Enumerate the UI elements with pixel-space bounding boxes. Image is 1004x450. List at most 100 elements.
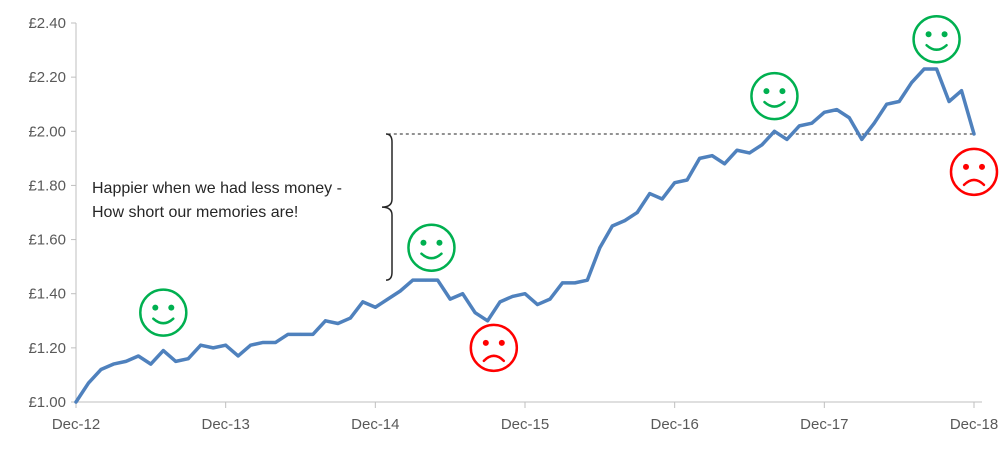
face-mouth (482, 354, 506, 363)
data-point (935, 67, 939, 71)
face-outline (407, 223, 456, 272)
face-mouth (152, 317, 175, 325)
face-mouth (925, 43, 948, 51)
face-mouth (962, 178, 986, 187)
data-point (373, 305, 377, 309)
data-point (74, 400, 78, 404)
face-eye (482, 339, 489, 346)
y-tick-label: £2.40 (28, 15, 66, 32)
data-point (785, 137, 789, 141)
y-tick-label: £1.80 (28, 177, 66, 194)
data-point (885, 102, 889, 106)
data-point (860, 137, 864, 141)
annotation-group: Happier when we had less money - How shor… (92, 133, 393, 281)
annotation-text-line: Happier when we had less money - (92, 180, 342, 197)
data-point (548, 297, 552, 301)
data-point (610, 224, 614, 228)
data-point (174, 359, 178, 363)
data-point (797, 124, 801, 128)
face-eye (963, 163, 969, 170)
data-point (523, 292, 527, 296)
x-tick-label: Dec-12 (52, 416, 100, 433)
data-point (922, 67, 926, 71)
face-outline (139, 288, 188, 337)
y-tick-label: £2.20 (28, 69, 66, 86)
face-mouth (763, 100, 786, 108)
data-point (398, 289, 402, 293)
face-eye (941, 31, 948, 38)
data-point (585, 278, 589, 282)
data-point (635, 211, 639, 214)
data-point (598, 246, 602, 250)
x-tick-label: Dec-14 (351, 416, 399, 433)
face-eye (152, 304, 159, 311)
data-point (99, 368, 103, 372)
data-point (461, 292, 465, 296)
data-point (311, 332, 315, 336)
y-tick-label: £2.00 (28, 123, 66, 140)
data-point (710, 154, 714, 158)
happy-face-icon (139, 288, 188, 337)
data-point (560, 281, 564, 285)
data-point (910, 81, 914, 85)
data-point (236, 354, 240, 358)
data-point (124, 359, 128, 363)
x-tick-label: Dec-15 (501, 416, 549, 433)
sad-face-icon (469, 323, 519, 373)
data-point (261, 340, 265, 344)
data-point (872, 121, 876, 125)
data-point (511, 294, 515, 298)
data-point (336, 321, 340, 325)
data-point (274, 340, 278, 344)
data-point (386, 297, 390, 301)
face-icons (139, 14, 999, 373)
data-point (735, 148, 739, 152)
x-tick-label: Dec-13 (201, 416, 249, 433)
face-eye (979, 163, 985, 170)
data-point (161, 349, 165, 353)
data-point (660, 197, 664, 201)
face-outline (949, 147, 999, 197)
data-point (411, 278, 415, 282)
data-point (111, 362, 115, 366)
data-point (436, 278, 440, 282)
face-eye (436, 239, 443, 246)
face-outline (912, 14, 961, 64)
data-point (249, 343, 253, 347)
y-tick-label: £1.40 (28, 286, 66, 303)
chart-tick-labels: £1.00 £1.20 £1.40 £1.60 £1.80 £2.00 £2.20 £2.40… (28, 15, 998, 433)
data-point (361, 300, 365, 304)
data-point (822, 110, 826, 114)
data-point (723, 162, 727, 166)
face-eye (498, 339, 505, 346)
data-point (473, 311, 477, 315)
data-point (673, 181, 677, 185)
face-eye (925, 31, 932, 38)
data-point (211, 346, 215, 350)
x-tick-label: Dec-16 (650, 416, 698, 433)
data-point (960, 89, 964, 93)
face-eye (779, 88, 786, 95)
face-outline (469, 323, 519, 373)
annotation-brace (381, 133, 393, 281)
data-point (847, 116, 851, 120)
data-point (323, 319, 327, 323)
data-point (810, 121, 814, 125)
data-point (623, 219, 627, 223)
face-eye (763, 88, 770, 95)
chart-axes (71, 22, 982, 408)
data-point (748, 151, 751, 155)
face-eye (168, 304, 175, 311)
y-tick-label: £1.20 (28, 340, 66, 357)
chart-series (74, 67, 976, 404)
data-point (498, 300, 502, 304)
data-point (972, 132, 976, 136)
y-tick-label: £1.60 (28, 232, 66, 249)
face-eye (420, 239, 427, 246)
data-point (448, 297, 452, 301)
data-point (772, 129, 776, 133)
happy-face-icon (750, 71, 799, 121)
data-point (835, 108, 839, 112)
face-mouth (420, 252, 443, 260)
data-point (423, 278, 427, 282)
